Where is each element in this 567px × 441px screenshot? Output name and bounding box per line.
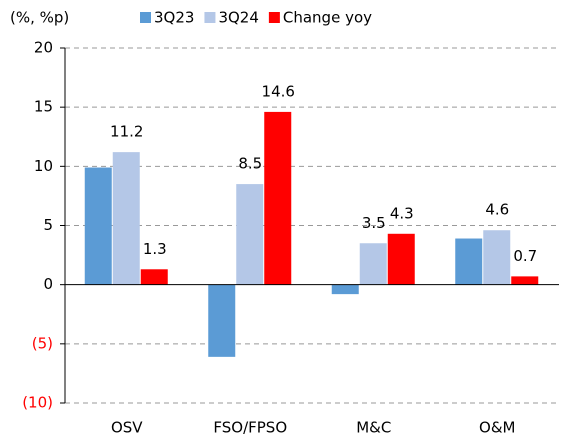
y-axis-label: (%, %p): [10, 9, 69, 27]
legend-label: 3Q23: [154, 9, 194, 27]
data-label: 3.5: [362, 214, 386, 232]
x-tick-label: M&C: [356, 419, 391, 437]
data-label: 0.7: [513, 247, 537, 265]
bar: [483, 230, 511, 285]
bar: [84, 167, 112, 285]
legend-swatch: [268, 12, 280, 23]
x-tick-label: OSV: [111, 419, 143, 437]
data-label: 4.3: [390, 204, 414, 222]
legend-swatch: [140, 12, 151, 23]
bar: [208, 284, 236, 357]
bar: [511, 276, 539, 285]
data-label: 14.6: [262, 82, 295, 100]
legend-swatch: [204, 12, 216, 23]
bar: [331, 284, 359, 295]
bar: [455, 238, 483, 285]
bar: [236, 184, 264, 285]
data-label: 11.2: [110, 123, 143, 141]
y-tick-label: 20: [34, 39, 53, 57]
legend-label: Change yoy: [283, 9, 372, 27]
y-tick-label: 0: [43, 275, 53, 293]
bar: [387, 233, 415, 285]
y-tick-label: 15: [34, 98, 53, 116]
y-tick-label: (10): [22, 394, 53, 412]
data-label: 8.5: [238, 155, 262, 173]
data-label: 4.6: [485, 201, 509, 219]
y-tick-label: (5): [32, 334, 53, 352]
y-tick-label: 5: [43, 216, 53, 234]
bar: [264, 111, 292, 285]
x-tick-label: FSO/FPSO: [213, 419, 287, 437]
data-label: 1.3: [143, 240, 167, 258]
bar: [359, 243, 387, 285]
x-tick-label: O&M: [479, 419, 515, 437]
bar: [140, 269, 168, 285]
y-tick-label: 10: [34, 157, 53, 175]
legend-label: 3Q24: [218, 9, 258, 27]
bar: [112, 152, 140, 285]
